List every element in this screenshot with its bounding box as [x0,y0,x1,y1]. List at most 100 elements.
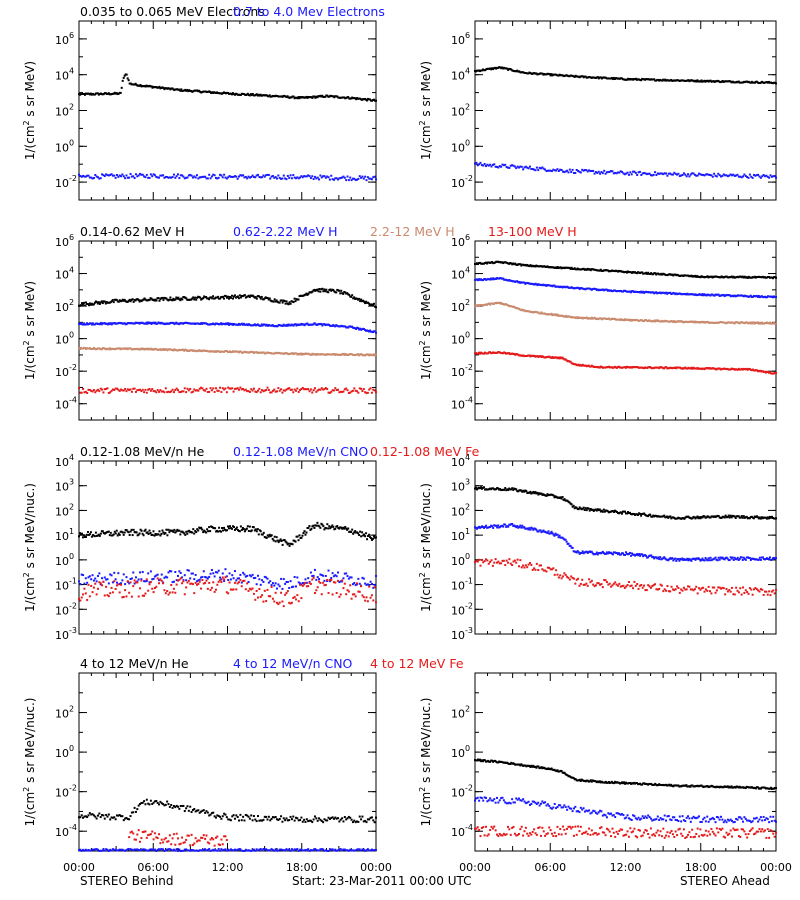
data-point [565,285,568,288]
data-point [311,96,314,99]
data-point [757,81,760,84]
data-point [612,269,615,272]
data-point [496,277,499,280]
data-point [476,278,479,281]
data-point [740,367,743,370]
data-point [492,262,495,265]
data-point [213,174,216,177]
y-axis-title-part: 2 [418,120,427,125]
data-point [520,264,523,267]
data-point [353,387,356,390]
data-point [500,301,503,304]
data-point [627,77,630,80]
data-point [647,172,650,175]
data-point [356,390,359,393]
data-point [768,295,771,298]
data-point [375,99,377,102]
data-point [294,323,297,326]
series-black [78,287,377,309]
data-point [593,508,596,511]
data-point [362,596,365,599]
data-point [546,356,549,359]
data-point [232,577,235,580]
data-point [290,388,293,391]
data-point [597,366,600,369]
data-point [529,264,532,267]
data-point [567,500,570,503]
data-point [677,366,680,369]
data-point [156,389,159,392]
data-point [139,587,142,590]
data-point [195,174,198,177]
data-point [337,178,340,181]
data-point [136,175,139,178]
data-point [536,491,539,494]
data-point [83,93,86,96]
data-point [310,527,313,530]
data-point [367,534,370,537]
data-point [179,174,182,177]
data-point [747,176,750,179]
data-point [670,320,673,323]
data-point [602,508,605,511]
series-blue [78,172,377,182]
data-point [78,532,81,535]
data-point [560,74,563,77]
data-point [542,265,545,268]
data-point [637,271,640,274]
data-point [187,569,190,572]
data-point [311,574,314,577]
data-point [267,535,270,538]
data-point [693,80,696,83]
data-point [522,168,525,171]
data-point [771,82,774,85]
data-point [648,291,651,294]
data-point [770,322,773,325]
data-point [236,577,239,580]
data-point [167,593,170,596]
data-point [91,574,94,577]
y-tick-exponent: 4 [69,266,74,275]
data-point [292,301,295,304]
data-point [590,288,593,291]
data-point [244,388,247,391]
data-point [488,278,491,281]
data-point [266,534,269,537]
data-point [668,291,671,294]
data-point [175,387,178,390]
data-point [102,93,105,96]
data-point [659,78,662,81]
data-point [739,368,742,371]
data-point [499,351,502,354]
data-point [721,174,724,177]
data-point [141,388,144,391]
data-point [293,388,296,391]
data-point [754,369,757,372]
data-point [489,487,492,490]
data-point [583,316,586,319]
data-point [126,77,129,80]
data-point [509,261,512,264]
data-point [772,295,775,298]
data-point [767,322,770,325]
data-point [623,78,626,81]
data-point [701,320,704,323]
data-point [654,366,657,369]
data-point [174,571,177,574]
data-point [618,171,621,174]
data-point [337,388,340,391]
data-point [649,174,652,177]
data-point [303,530,306,533]
data-point [111,299,114,302]
data-point [276,390,278,393]
data-point [345,527,348,530]
data-point [371,538,374,541]
data-point [665,291,668,294]
data-point [220,391,223,394]
data-point [252,175,255,178]
data-point [530,492,533,495]
data-point [311,391,314,394]
data-point [571,362,574,365]
data-point [519,263,522,266]
data-point [484,69,487,72]
